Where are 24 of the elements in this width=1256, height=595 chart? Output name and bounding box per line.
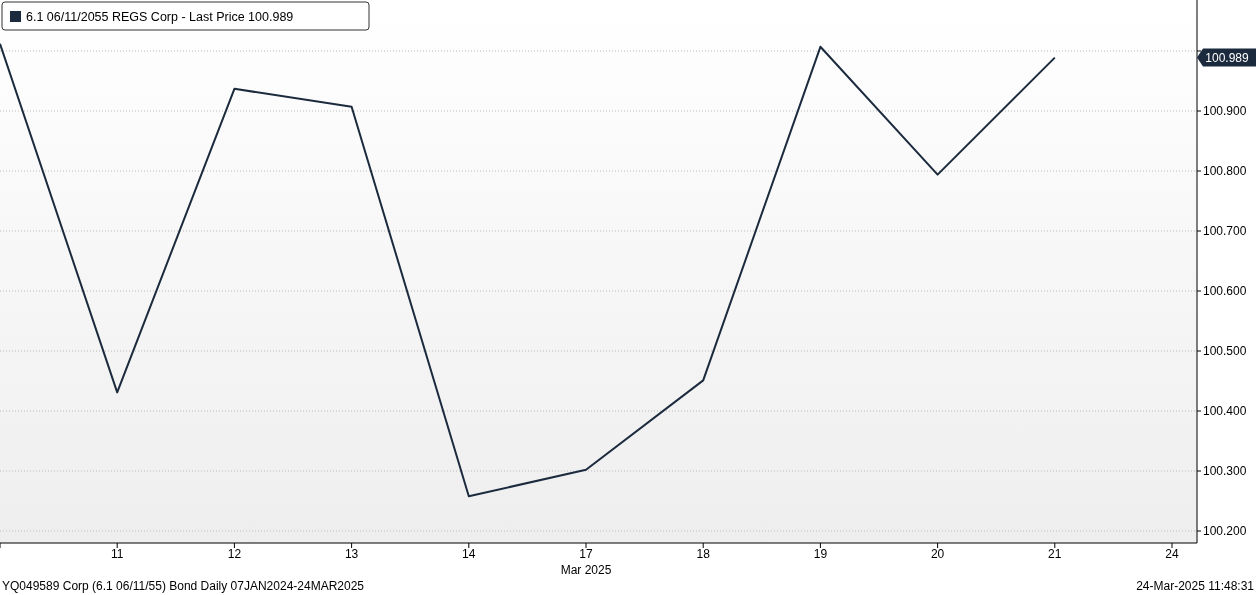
y-tick-label: 100.200 — [1203, 524, 1247, 538]
x-tick-label: 14 — [462, 547, 476, 561]
y-tick-label: 100.300 — [1203, 464, 1247, 478]
x-tick-label: 20 — [930, 547, 945, 561]
x-tick-label: 19 — [813, 547, 828, 561]
x-tick-label: 17 — [579, 547, 593, 561]
text: Mar 2025 — [560, 563, 612, 577]
x-tick-label: 11 — [110, 547, 124, 561]
x-tick-label: 13 — [344, 547, 359, 561]
text: 24-Mar-2025 11:48:31 — [1136, 579, 1255, 593]
y-tick-label: 100.400 — [1203, 404, 1247, 418]
x-tick-label: 12 — [227, 547, 242, 561]
line-series — [0, 42, 1056, 498]
text: 100.989 — [1205, 51, 1250, 66]
y-tick-label: 100.500 — [1203, 344, 1247, 358]
y-tick-label: 100.600 — [1203, 284, 1247, 298]
x-tick-label: 21 — [1048, 547, 1062, 561]
x-tick-label: 18 — [696, 547, 711, 561]
text: YQ049589 Corp (6.1 06/11/55) Bond Daily 07JAN2024-24MAR2025 — [2, 579, 365, 593]
y-tick-label: 100.900 — [1203, 104, 1247, 118]
legend-label: 6.1 06/11/2055 REGS Corp - Last Price 100.989 — [26, 10, 294, 24]
y-tick-label: 100.700 — [1203, 224, 1247, 238]
x-tick-label: 24 — [1165, 547, 1179, 561]
y-tick-label: 100.800 — [1203, 164, 1247, 178]
